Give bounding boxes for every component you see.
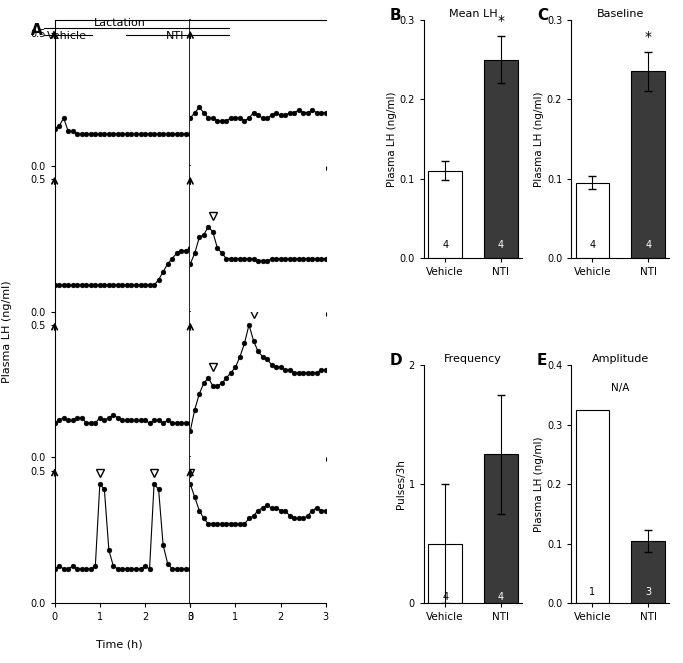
Y-axis label: Plasma LH (ng/ml): Plasma LH (ng/ml) <box>534 436 544 532</box>
Text: *: * <box>645 30 652 44</box>
Text: *: * <box>497 14 505 28</box>
Text: Plasma LH (ng/ml): Plasma LH (ng/ml) <box>2 280 12 383</box>
Text: D: D <box>389 353 402 368</box>
Bar <box>428 544 462 603</box>
Text: Lactation: Lactation <box>94 18 145 29</box>
Text: 4: 4 <box>442 592 448 602</box>
Bar <box>484 455 518 603</box>
Y-axis label: Pulses/3h: Pulses/3h <box>396 459 406 509</box>
Text: C: C <box>537 8 548 23</box>
Text: 4: 4 <box>645 240 651 250</box>
Bar <box>576 410 609 603</box>
Text: 1: 1 <box>589 587 596 597</box>
Text: Vehicle: Vehicle <box>47 31 87 41</box>
Y-axis label: Plasma LH (ng/ml): Plasma LH (ng/ml) <box>534 91 544 187</box>
Text: 4: 4 <box>498 240 504 250</box>
Title: Amplitude: Amplitude <box>591 355 649 365</box>
Text: 4: 4 <box>498 592 504 602</box>
Bar <box>428 170 462 258</box>
Text: 4: 4 <box>589 240 596 250</box>
Text: E: E <box>537 353 547 368</box>
Text: 4: 4 <box>442 240 448 250</box>
Text: 3: 3 <box>645 587 651 597</box>
Text: Time (h): Time (h) <box>96 640 143 650</box>
Bar <box>484 60 518 258</box>
Title: Baseline: Baseline <box>596 9 644 19</box>
Bar <box>631 72 665 258</box>
Text: B: B <box>389 8 401 23</box>
Y-axis label: Plasma LH (ng/ml): Plasma LH (ng/ml) <box>387 91 397 187</box>
Title: Mean LH: Mean LH <box>449 9 497 19</box>
Text: A: A <box>31 23 42 38</box>
Bar <box>576 182 609 258</box>
Text: N/A: N/A <box>611 383 630 393</box>
Text: NTI: NTI <box>167 31 184 41</box>
Title: Frequency: Frequency <box>444 355 502 365</box>
Bar <box>631 541 665 603</box>
